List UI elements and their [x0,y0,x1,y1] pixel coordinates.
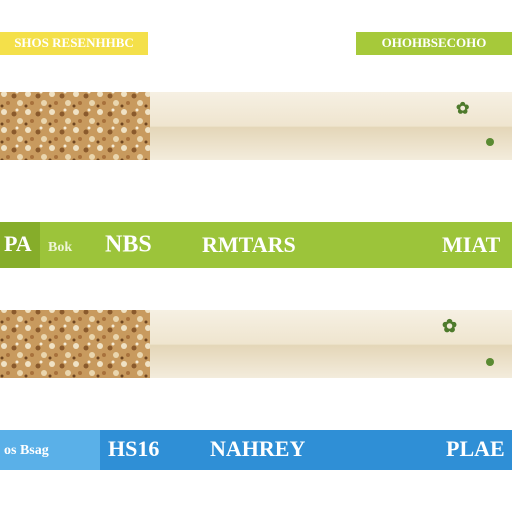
leaf-icon: ✿ [442,316,457,336]
leaf-icon [486,138,494,146]
granola-bar [0,310,152,378]
band-text: PLAE [446,436,505,461]
green-label [356,32,512,55]
band-tab [0,222,40,268]
label-text: OHOHBSECOHO [382,35,487,50]
bar-wrapper [150,92,512,160]
band-text: NAHREY [210,436,305,461]
bar-wrapper [150,310,512,378]
band-text: RMTARS [202,232,296,257]
band-text: NBS [105,232,152,258]
yellow-label [0,32,148,55]
granola-bar [0,92,152,160]
band-text: MIAT [442,232,501,257]
label-text: SHOS RESENHHBC [14,35,134,50]
band-text: os Bsag [4,443,49,458]
green-band [0,222,512,268]
band-text: PA [4,231,32,256]
leaf-icon [486,358,494,366]
leaf-icon: ✿ [456,101,469,118]
band-text: HS16 [108,436,159,461]
band-text: Bok [48,240,72,255]
band-tab [0,430,100,470]
